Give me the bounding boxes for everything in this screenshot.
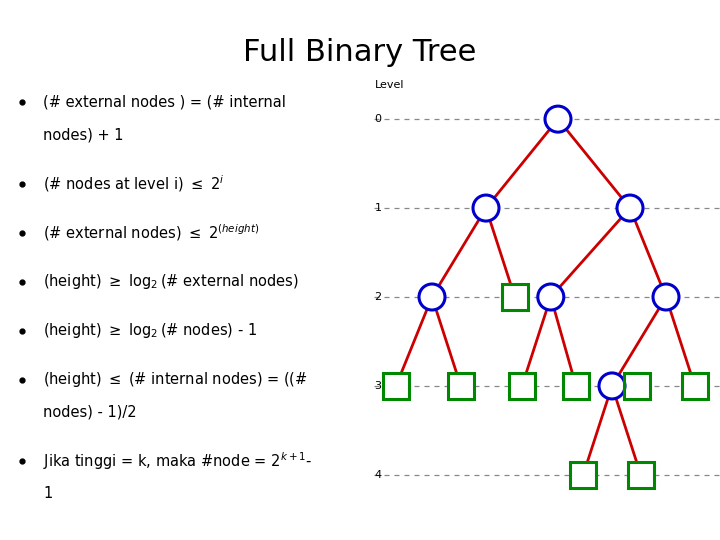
Text: (# nodes at level i) $\leq$ $2^i$: (# nodes at level i) $\leq$ $2^i$ xyxy=(43,173,225,194)
Text: nodes) - 1)/2: nodes) - 1)/2 xyxy=(43,404,137,420)
Text: (height) $\leq$ (# internal nodes) = ((#: (height) $\leq$ (# internal nodes) = ((# xyxy=(43,370,308,389)
Text: 0: 0 xyxy=(374,114,382,124)
Bar xyxy=(570,462,596,488)
Bar xyxy=(628,462,654,488)
Text: 1: 1 xyxy=(43,487,53,501)
Text: 4: 4 xyxy=(374,470,382,480)
Ellipse shape xyxy=(599,373,625,399)
Text: Full Binary Tree: Full Binary Tree xyxy=(243,38,477,67)
Bar xyxy=(624,373,650,399)
Bar xyxy=(383,373,409,399)
Bar xyxy=(624,373,650,399)
Text: (# external nodes) $\leq$ $2^{(height)}$: (# external nodes) $\leq$ $2^{(height)}$ xyxy=(43,222,259,243)
Text: (height) $\geq$ $\log_2$(# external nodes): (height) $\geq$ $\log_2$(# external node… xyxy=(43,272,299,291)
Ellipse shape xyxy=(538,284,564,310)
Bar xyxy=(509,373,535,399)
Text: 3: 3 xyxy=(374,381,382,391)
Bar xyxy=(448,373,474,399)
Text: (# external nodes ) = (# internal: (# external nodes ) = (# internal xyxy=(43,94,286,110)
Bar xyxy=(563,373,589,399)
Bar xyxy=(682,373,708,399)
Text: 1: 1 xyxy=(374,203,382,213)
Ellipse shape xyxy=(473,195,499,221)
Ellipse shape xyxy=(419,284,445,310)
Ellipse shape xyxy=(617,195,643,221)
Text: nodes) + 1: nodes) + 1 xyxy=(43,127,124,142)
Bar xyxy=(563,373,589,399)
Bar xyxy=(628,462,654,488)
Bar xyxy=(682,373,708,399)
Bar xyxy=(570,462,596,488)
Bar xyxy=(502,284,528,310)
Text: Jika tinggi = k, maka #node = $2^{k+1}$-: Jika tinggi = k, maka #node = $2^{k+1}$- xyxy=(43,450,312,472)
Text: Level: Level xyxy=(374,80,404,90)
Ellipse shape xyxy=(545,106,571,132)
Bar xyxy=(448,373,474,399)
Text: 2: 2 xyxy=(374,292,382,302)
Bar xyxy=(509,373,535,399)
Text: (height) $\geq$ $\log_2$(# nodes) - 1: (height) $\geq$ $\log_2$(# nodes) - 1 xyxy=(43,321,257,340)
Ellipse shape xyxy=(653,284,679,310)
Bar xyxy=(502,284,528,310)
Bar xyxy=(383,373,409,399)
